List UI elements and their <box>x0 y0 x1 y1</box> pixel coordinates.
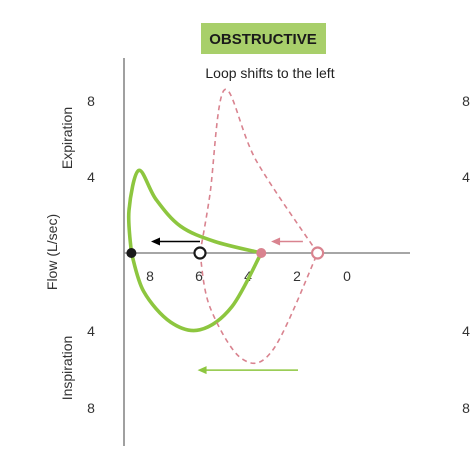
marker-point-3 <box>256 248 267 258</box>
normal-expiration-curve <box>199 88 319 254</box>
y-axis-inspiration-label: Inspiration <box>59 336 75 401</box>
badge-box <box>201 23 326 54</box>
y-axis-expiration-label: Expiration <box>59 107 75 169</box>
y-tick-label-top-4: 4 <box>87 169 95 185</box>
x-tick-label-6: 6 <box>195 268 203 284</box>
y-tick-label-bottom-4: 4 <box>87 323 95 339</box>
obstructive-inspiration-curve <box>129 251 264 333</box>
badge-text: OBSTRUCTIVE <box>209 31 317 48</box>
x-tick-label-2: 2 <box>293 268 301 284</box>
x-tick-label-8: 8 <box>146 268 154 284</box>
right-tick-label-3: 4 <box>462 323 470 339</box>
marker-point-2 <box>193 246 207 260</box>
normal-inspiration-curve <box>199 252 319 365</box>
plot-area <box>126 88 325 375</box>
arrow-1-head <box>151 237 160 246</box>
obstructive-expiration-curve <box>126 168 264 255</box>
y-axis-label: Flow (L/sec) <box>44 214 60 290</box>
x-tick-label-0: 0 <box>343 268 351 284</box>
marker-point-4 <box>311 246 325 260</box>
right-tick-label-1: 8 <box>462 93 470 109</box>
arrow-3-head <box>197 366 207 375</box>
marker-point-1 <box>126 248 137 258</box>
chart-subtitle: Loop shifts to the left <box>205 65 334 81</box>
y-tick-label-top-8: 8 <box>87 93 95 109</box>
arrow-2-head <box>271 237 281 246</box>
right-tick-label-2: 4 <box>462 169 470 185</box>
right-tick-label-4: 8 <box>462 400 470 416</box>
y-tick-label-bottom-8: 8 <box>87 400 95 416</box>
